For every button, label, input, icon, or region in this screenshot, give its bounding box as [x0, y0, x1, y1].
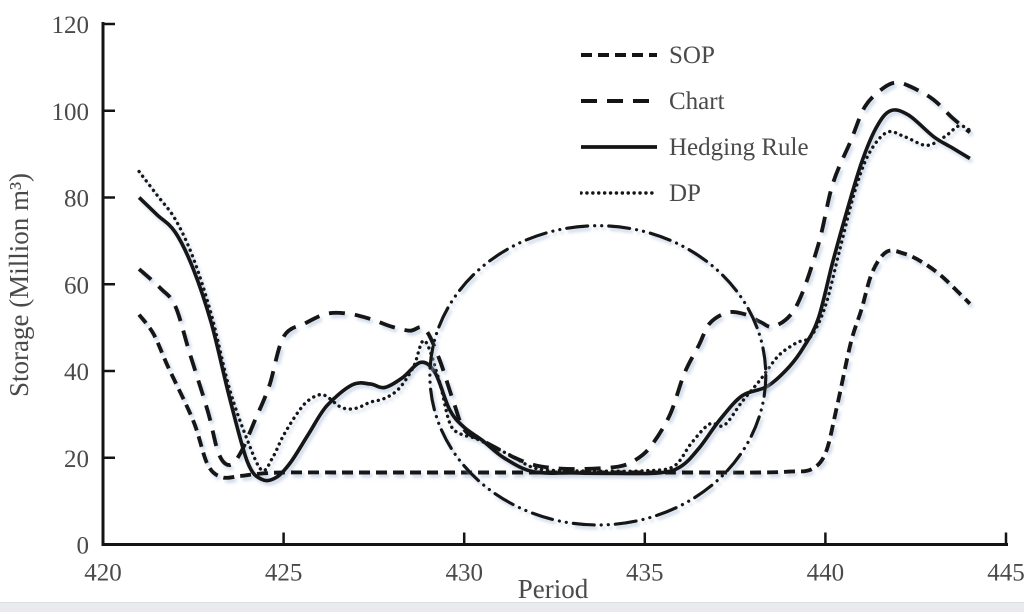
y-tick-label: 120 — [52, 12, 90, 39]
legend-label-hedging-rule: Hedging Rule — [669, 133, 809, 161]
series-line-chart — [137, 80, 972, 472]
axes: 0 20 40 60 80 100 120 420 425 430 435 440 445 — [52, 12, 1024, 587]
bottom-strip — [0, 602, 1024, 612]
legend-item-sop: SOP — [580, 32, 809, 78]
x-tick-label: 440 — [807, 560, 845, 587]
x-tick-label: 435 — [626, 560, 664, 587]
x-tick-label: 445 — [987, 560, 1024, 587]
y-tick-label: 40 — [64, 359, 89, 386]
legend-item-hedging-rule: Hedging Rule — [580, 124, 809, 170]
dp-line-sample-icon — [580, 191, 659, 195]
series-line-hedging-rule — [137, 108, 971, 483]
legend-item-dp: DP — [580, 170, 809, 216]
legend-label-dp: DP — [669, 179, 701, 207]
y-tick-label: 0 — [77, 533, 90, 560]
legend: SOP Chart Hedging Rule DP — [580, 32, 809, 216]
y-tick-label: 100 — [52, 99, 90, 126]
x-axis-title: Period — [518, 574, 589, 604]
y-tick-label: 60 — [64, 272, 89, 299]
series-line-dp — [137, 124, 972, 473]
legend-label-sop: SOP — [669, 41, 715, 69]
data-series — [137, 80, 972, 483]
legend-item-chart: Chart — [580, 78, 809, 124]
ellipse-annotation — [428, 224, 768, 527]
highlight-ellipse — [428, 224, 768, 527]
hedging-rule-line-sample-icon — [581, 145, 657, 149]
y-tick-label: 20 — [64, 446, 89, 473]
x-tick-label: 430 — [445, 560, 483, 587]
y-axis-title: Storage (Million m³) — [4, 173, 34, 397]
legend-label-chart: Chart — [669, 87, 725, 115]
sop-line-sample-icon — [581, 53, 657, 57]
y-tick-label: 80 — [64, 186, 89, 213]
series-line-sop — [137, 248, 972, 480]
chart-line-sample-icon — [581, 99, 657, 103]
x-tick-label: 420 — [84, 560, 122, 587]
x-tick-label: 425 — [265, 560, 303, 587]
